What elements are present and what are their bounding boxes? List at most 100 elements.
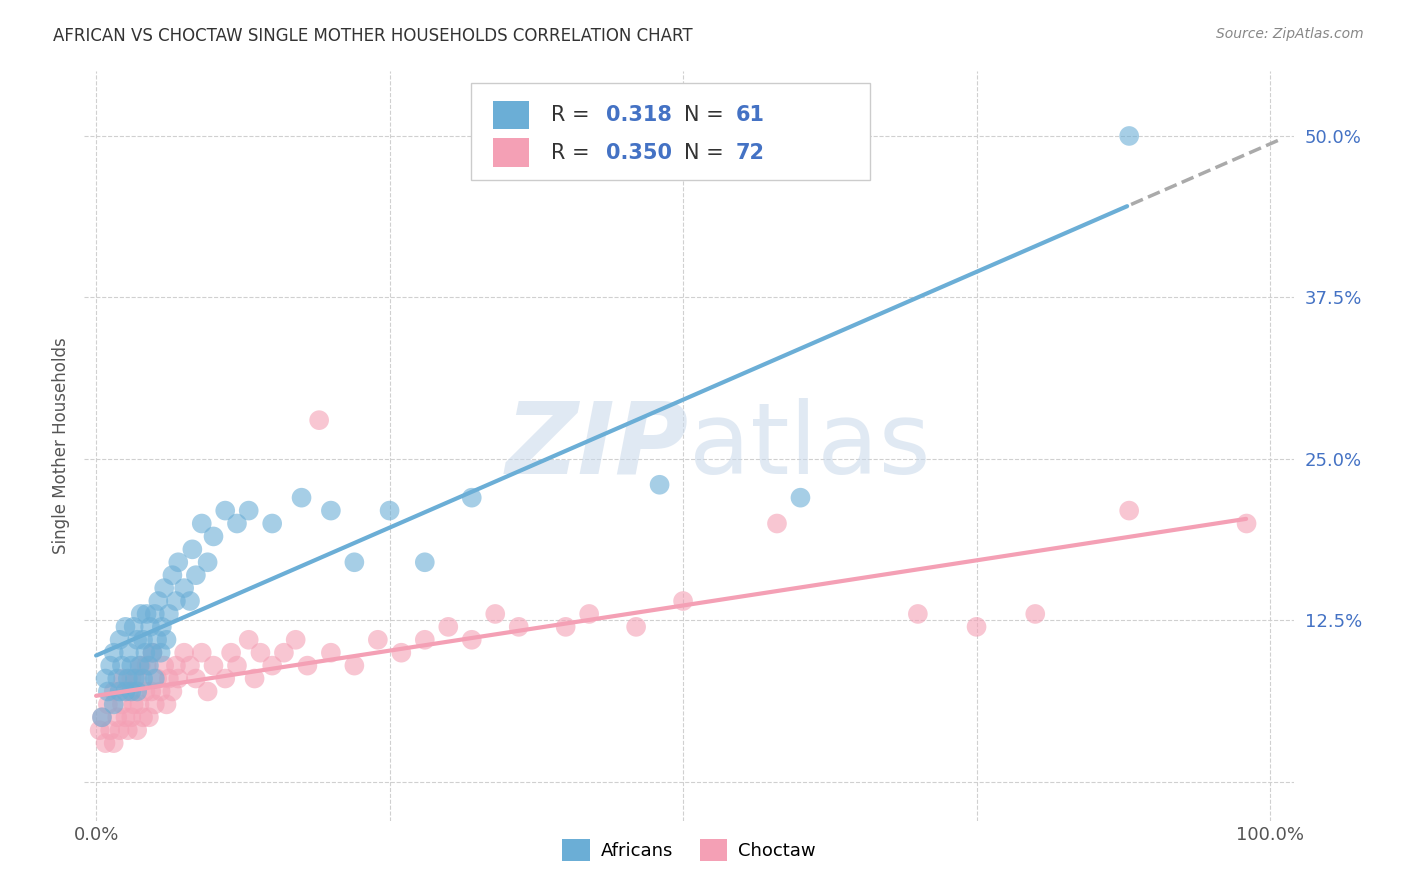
Point [149, 646, 172, 660]
Point [181, 542, 204, 557]
Point [461, 632, 484, 647]
Point [114, 684, 136, 698]
Point [262, 516, 284, 531]
Text: 61: 61 [737, 104, 765, 125]
Point [118, 646, 141, 660]
Point [297, 658, 319, 673]
Point [202, 529, 225, 543]
Point [648, 477, 671, 491]
Point [134, 646, 156, 660]
Point [578, 607, 600, 621]
Point [238, 632, 260, 647]
Point [143, 698, 166, 712]
Point [122, 698, 145, 712]
Point [184, 568, 207, 582]
Point [343, 555, 366, 569]
Text: ZIP: ZIP [506, 398, 689, 494]
Point [143, 672, 166, 686]
Point [120, 684, 142, 698]
Text: R =: R = [551, 104, 596, 125]
Point [114, 620, 136, 634]
Point [226, 516, 249, 531]
Point [907, 607, 929, 621]
Point [173, 581, 195, 595]
Point [98, 658, 121, 673]
Point [290, 491, 312, 505]
Point [367, 632, 389, 647]
Point [127, 672, 149, 686]
Point [89, 723, 111, 738]
Point [319, 503, 342, 517]
Text: Source: ZipAtlas.com: Source: ZipAtlas.com [1216, 27, 1364, 41]
Point [238, 503, 260, 517]
Point [219, 646, 242, 660]
Point [108, 684, 131, 698]
Point [138, 658, 160, 673]
Point [190, 646, 212, 660]
Point [149, 684, 172, 698]
Point [378, 503, 401, 517]
Point [128, 658, 150, 673]
Point [1024, 607, 1046, 621]
Legend: Africans, Choctaw: Africans, Choctaw [555, 831, 823, 868]
Point [141, 646, 163, 660]
Point [155, 632, 177, 647]
Point [98, 723, 121, 738]
Point [389, 646, 412, 660]
Y-axis label: Single Mother Households: Single Mother Households [52, 338, 70, 554]
Point [103, 684, 125, 698]
Point [146, 672, 169, 686]
Point [103, 646, 125, 660]
Point [111, 658, 134, 673]
Point [173, 646, 195, 660]
Point [197, 555, 219, 569]
Point [128, 698, 150, 712]
Point [135, 607, 157, 621]
Point [789, 491, 811, 505]
Point [135, 658, 157, 673]
Point [273, 646, 295, 660]
Text: 72: 72 [737, 143, 765, 162]
Point [214, 503, 236, 517]
Point [184, 672, 207, 686]
Point [1118, 128, 1140, 143]
Point [120, 672, 142, 686]
Point [1236, 516, 1258, 531]
Point [105, 672, 128, 686]
Point [111, 698, 134, 712]
Point [97, 698, 120, 712]
Point [103, 698, 125, 712]
Point [413, 632, 436, 647]
Point [118, 684, 141, 698]
Point [146, 632, 169, 647]
Point [214, 672, 236, 686]
Point [343, 658, 366, 673]
Point [197, 684, 219, 698]
Point [129, 658, 152, 673]
Point [179, 594, 201, 608]
Point [108, 723, 131, 738]
Point [105, 710, 128, 724]
Text: atlas: atlas [689, 398, 931, 494]
Point [150, 620, 173, 634]
Point [153, 658, 176, 673]
Point [1118, 503, 1140, 517]
Point [766, 516, 789, 531]
Point [122, 620, 145, 634]
Text: R =: R = [551, 143, 596, 162]
Point [672, 594, 695, 608]
Point [114, 710, 136, 724]
Point [91, 710, 114, 724]
Point [155, 698, 177, 712]
Point [120, 710, 142, 724]
Point [117, 672, 139, 686]
Point [484, 607, 506, 621]
Point [554, 620, 576, 634]
Point [179, 658, 201, 673]
Point [91, 710, 114, 724]
Text: AFRICAN VS CHOCTAW SINGLE MOTHER HOUSEHOLDS CORRELATION CHART: AFRICAN VS CHOCTAW SINGLE MOTHER HOUSEHO… [53, 27, 693, 45]
Point [165, 594, 187, 608]
Point [103, 736, 125, 750]
Point [165, 658, 187, 673]
Point [127, 684, 149, 698]
